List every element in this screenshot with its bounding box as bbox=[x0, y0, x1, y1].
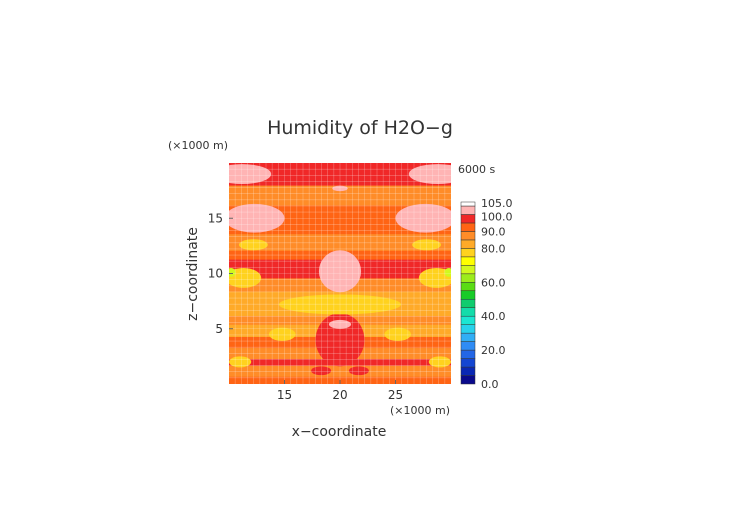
colorbar-swatch bbox=[460, 332, 476, 342]
contour-region bbox=[311, 366, 332, 376]
contour-region bbox=[238, 239, 268, 251]
x-tick-label: 20 bbox=[332, 388, 347, 402]
colorbar-swatch bbox=[460, 315, 476, 325]
x-axis-label: x−coordinate bbox=[292, 424, 387, 440]
colorbar-label: 60.0 bbox=[481, 276, 506, 289]
time-label: 6000 s bbox=[458, 163, 495, 176]
contour-region bbox=[412, 239, 442, 251]
contour-band bbox=[229, 184, 451, 206]
colorbar-label: 80.0 bbox=[481, 242, 506, 255]
colorbar-swatch bbox=[460, 375, 476, 385]
colorbar-swatch bbox=[460, 205, 476, 215]
contour-region bbox=[428, 356, 451, 368]
x-tick-label: 15 bbox=[277, 388, 292, 402]
contour-band bbox=[229, 375, 451, 384]
x-unit-label: (×1000 m) bbox=[390, 404, 450, 417]
contour-region bbox=[229, 267, 262, 288]
colorbar-label: 100.0 bbox=[481, 210, 513, 223]
colorbar-swatch bbox=[460, 298, 476, 308]
colorbar-swatch bbox=[460, 366, 476, 376]
colorbar-swatch bbox=[460, 248, 476, 258]
contour-region bbox=[418, 267, 451, 288]
colorbar-swatch bbox=[460, 256, 476, 266]
colorbar-label: 90.0 bbox=[481, 225, 506, 238]
contour-region bbox=[229, 203, 285, 233]
contour-region bbox=[384, 327, 412, 341]
colorbar-swatch bbox=[460, 290, 476, 300]
colorbar-label: 20.0 bbox=[481, 344, 506, 357]
colorbar-swatch bbox=[460, 222, 476, 232]
contour-region bbox=[395, 203, 451, 233]
colorbar-swatch bbox=[460, 231, 476, 241]
contour-region bbox=[318, 250, 362, 293]
contour-region bbox=[229, 164, 272, 184]
colorbar-swatch bbox=[460, 341, 476, 351]
contour-region bbox=[444, 267, 451, 277]
colorbar-swatch bbox=[460, 324, 476, 334]
y-axis-label: z−coordinate bbox=[185, 227, 201, 321]
colorbar-swatch bbox=[460, 214, 476, 224]
contour-region bbox=[328, 319, 352, 329]
colorbar-swatch bbox=[460, 282, 476, 292]
contour-region bbox=[315, 313, 365, 367]
contour-region bbox=[332, 185, 348, 192]
chart-title: Humidity of H2O−g bbox=[267, 117, 453, 139]
contour-region bbox=[229, 267, 236, 277]
mesh-grid bbox=[229, 163, 451, 384]
y-unit-label: (×1000 m) bbox=[168, 139, 228, 152]
plot-area: 15 20 25 5 10 15 bbox=[208, 163, 451, 402]
colorbar-swatch bbox=[460, 358, 476, 368]
colorbar-swatch bbox=[460, 239, 476, 249]
contour-region bbox=[408, 164, 451, 184]
y-tick-label: 10 bbox=[208, 267, 223, 281]
contour-band bbox=[229, 163, 451, 186]
contour-region bbox=[278, 294, 402, 315]
contour-band bbox=[229, 364, 451, 377]
colorbar-swatch bbox=[460, 273, 476, 283]
y-tick-label: 15 bbox=[208, 211, 223, 225]
colorbar-label: 105.0 bbox=[481, 197, 513, 210]
colorbar-swatch bbox=[460, 265, 476, 275]
contour-region bbox=[268, 327, 296, 341]
contour-region bbox=[229, 356, 252, 368]
colorbar-swatch bbox=[460, 307, 476, 317]
colorbar-label: 0.0 bbox=[481, 378, 499, 391]
colorbar-swatch bbox=[460, 349, 476, 359]
contour-region bbox=[348, 366, 369, 376]
y-tick-label: 5 bbox=[215, 322, 223, 336]
contour-band bbox=[229, 233, 451, 251]
contour-field bbox=[229, 163, 451, 384]
colorbar-label: 40.0 bbox=[481, 310, 506, 323]
colorbar-top-swatch bbox=[460, 201, 476, 207]
x-tick-label: 25 bbox=[388, 388, 403, 402]
